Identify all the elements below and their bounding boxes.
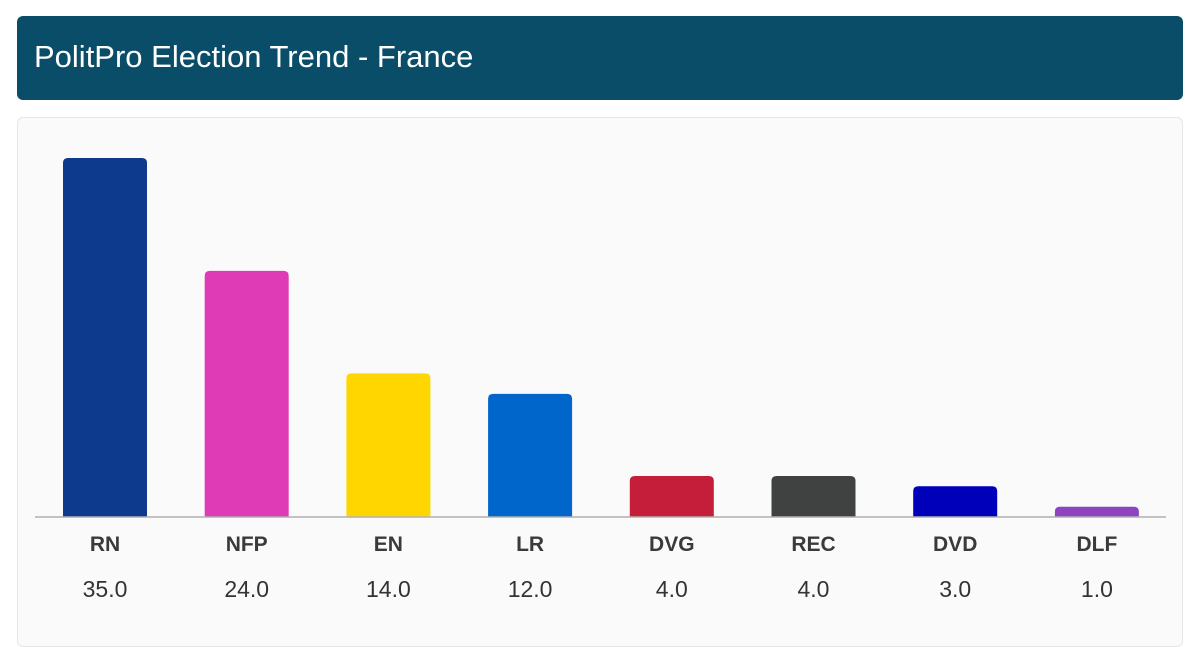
bar-nfp xyxy=(204,270,289,517)
value-label-rn: 35.0 xyxy=(83,576,128,602)
bar-dvg xyxy=(629,475,714,517)
party-label-nfp: NFP xyxy=(226,533,268,556)
value-label-rec: 4.0 xyxy=(798,576,830,602)
party-label-dvd: DVD xyxy=(933,533,977,556)
chart-header: PolitPro Election Trend - France xyxy=(17,16,1183,100)
bar-en xyxy=(346,373,431,517)
party-label-dlf: DLF xyxy=(1076,533,1117,556)
page-title: PolitPro Election Trend - France xyxy=(34,39,474,74)
bar-dlf xyxy=(1054,506,1139,517)
party-label-lr: LR xyxy=(516,533,544,556)
value-label-dlf: 1.0 xyxy=(1081,576,1113,602)
bar-dvd xyxy=(913,486,998,517)
bar-rn xyxy=(63,158,147,517)
party-label-rec: REC xyxy=(791,533,835,556)
value-label-dvg: 4.0 xyxy=(656,576,688,602)
party-label-dvg: DVG xyxy=(649,533,695,556)
value-label-lr: 12.0 xyxy=(508,576,553,602)
value-label-nfp: 24.0 xyxy=(224,576,269,602)
bar-chart: RN 35.0 NFP 24.0 EN 14.0 LR 12.0 DVG 4.0 REC 4.0 DVD… xyxy=(35,158,1166,602)
value-label-dvd: 3.0 xyxy=(939,576,971,602)
party-label-rn: RN xyxy=(90,533,120,556)
bar-lr xyxy=(488,393,573,517)
value-label-en: 14.0 xyxy=(366,576,411,602)
bar-rec xyxy=(771,475,856,517)
party-label-en: EN xyxy=(374,533,403,556)
